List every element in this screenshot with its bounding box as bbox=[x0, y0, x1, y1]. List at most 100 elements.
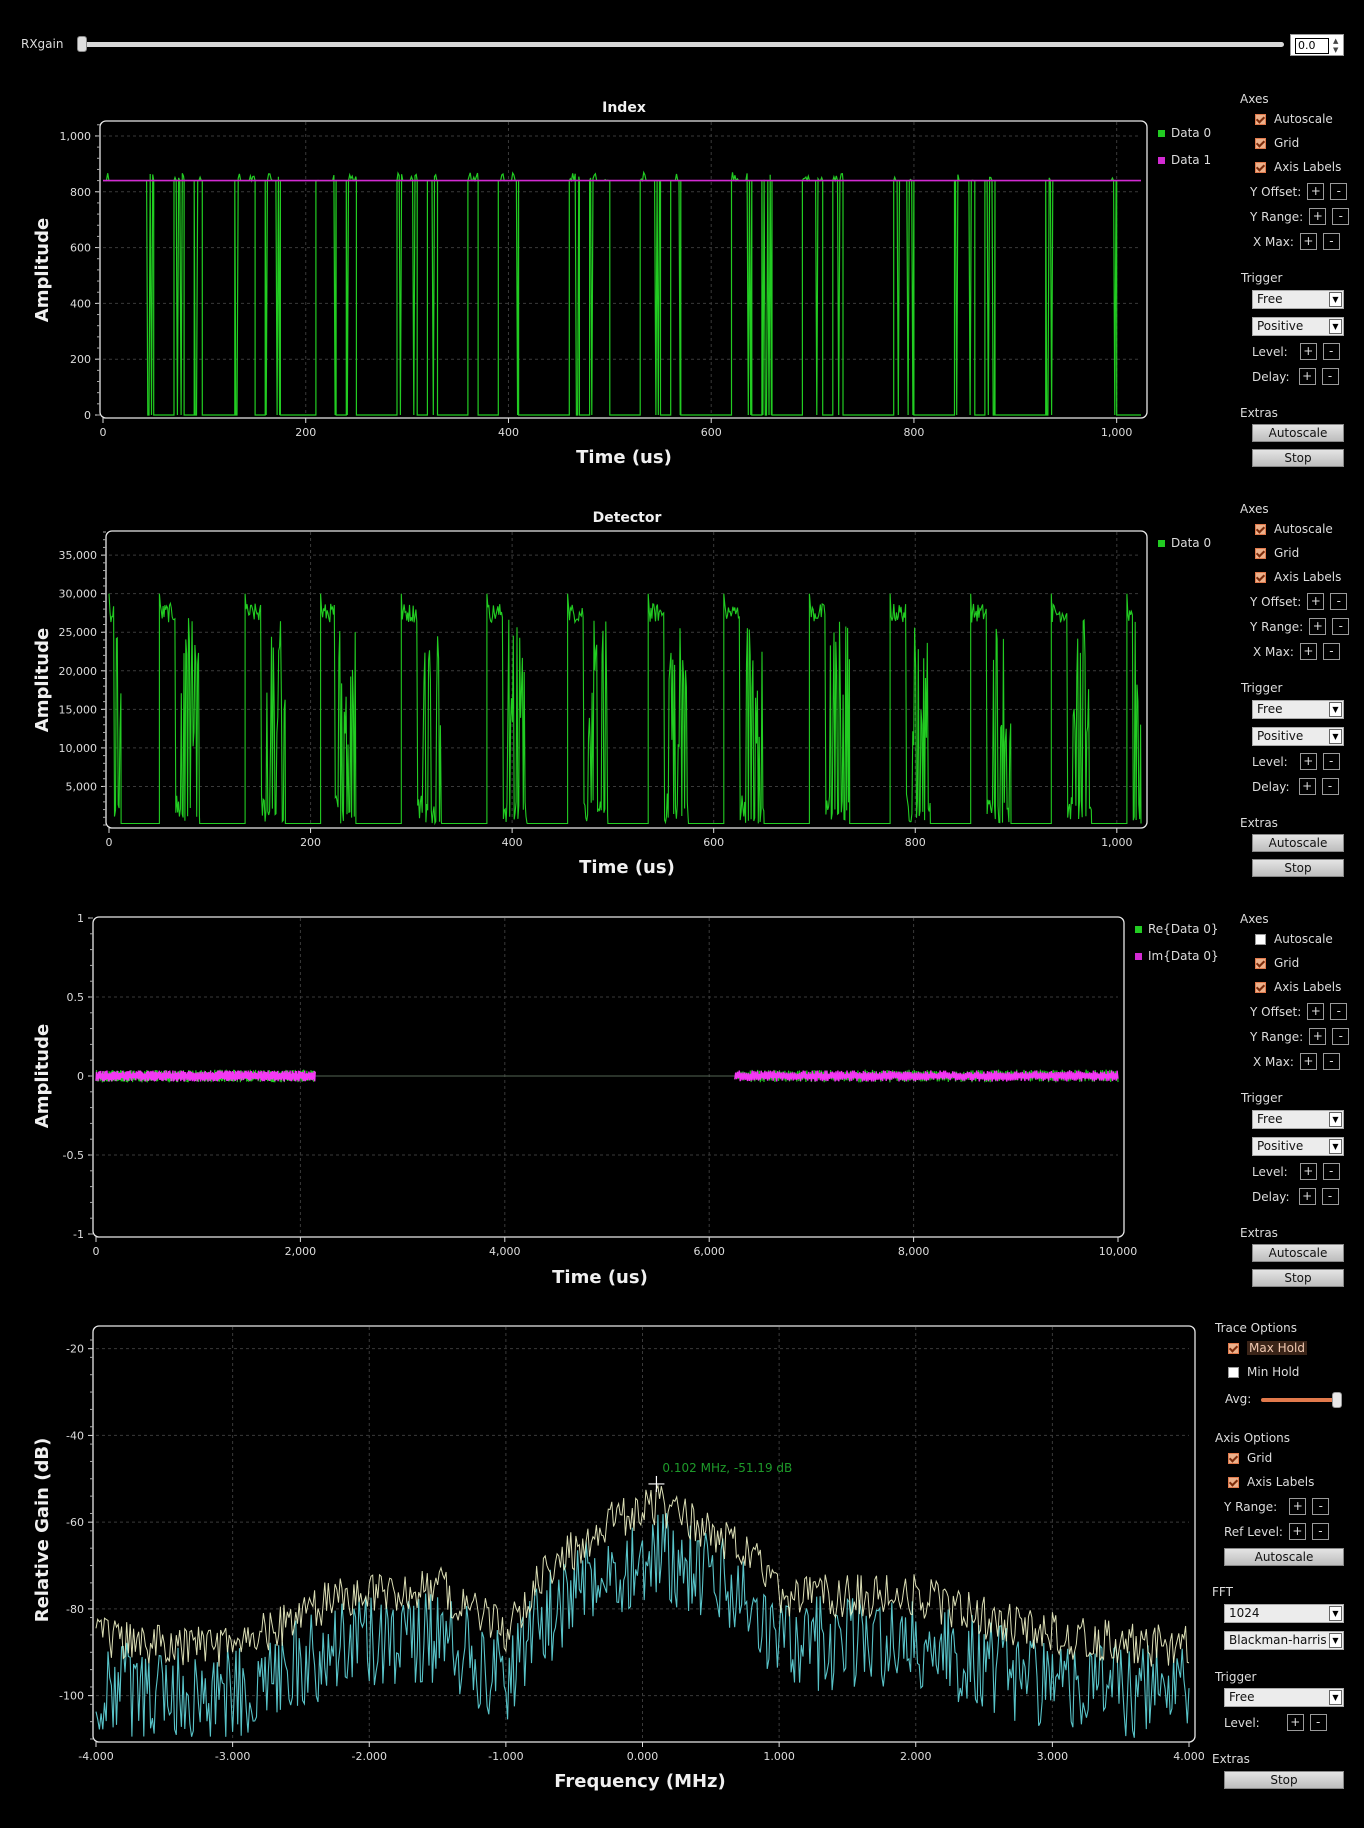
min-hold-checkbox[interactable]: Min Hold bbox=[1228, 1365, 1299, 1379]
autoscale-checkbox[interactable]: Autoscale bbox=[1255, 112, 1333, 126]
checkbox-checked-icon[interactable] bbox=[1255, 523, 1266, 535]
autoscale-button[interactable]: Autoscale bbox=[1252, 424, 1344, 442]
grid-checkbox[interactable]: Grid bbox=[1228, 1451, 1272, 1465]
plus-button[interactable]: + bbox=[1309, 1028, 1327, 1045]
plus-button[interactable]: + bbox=[1309, 208, 1327, 225]
plus-button[interactable]: + bbox=[1307, 1003, 1325, 1020]
dropdown-arrow-icon[interactable]: ▼ bbox=[1329, 729, 1342, 744]
dropdown-arrow-icon[interactable]: ▼ bbox=[1329, 702, 1342, 717]
checkbox-checked-icon[interactable] bbox=[1255, 957, 1266, 969]
x-tick-label: -1.000 bbox=[488, 1750, 523, 1763]
minus-button[interactable]: - bbox=[1322, 643, 1340, 660]
plus-button[interactable]: + bbox=[1299, 753, 1317, 770]
trigger-slope-dropdown[interactable]: Positive ▼ bbox=[1252, 727, 1344, 746]
plus-button[interactable]: + bbox=[1299, 1053, 1317, 1070]
checkbox-unchecked-icon[interactable] bbox=[1255, 933, 1266, 945]
fft-trigger-mode-dropdown[interactable]: Free ▼ bbox=[1224, 1688, 1344, 1707]
grid-checkbox[interactable]: Grid bbox=[1255, 956, 1299, 970]
checkbox-checked-icon[interactable] bbox=[1228, 1452, 1239, 1464]
minus-button[interactable]: - bbox=[1332, 208, 1350, 225]
dropdown-arrow-icon[interactable]: ▼ bbox=[1329, 319, 1342, 334]
minus-button[interactable]: - bbox=[1322, 233, 1340, 250]
rxgain-slider-handle[interactable] bbox=[77, 36, 87, 52]
stop-button[interactable]: Stop bbox=[1252, 449, 1344, 467]
minus-button[interactable]: - bbox=[1311, 1523, 1329, 1540]
minus-button[interactable]: - bbox=[1322, 1163, 1340, 1180]
plus-button[interactable]: + bbox=[1289, 1498, 1307, 1515]
checkbox-checked-icon[interactable] bbox=[1255, 137, 1266, 149]
autoscale-checkbox[interactable]: Autoscale bbox=[1255, 932, 1333, 946]
axis-labels-checkbox[interactable]: Axis Labels bbox=[1255, 160, 1341, 174]
trigger-mode-dropdown[interactable]: Free ▼ bbox=[1252, 1110, 1344, 1129]
plus-button[interactable]: + bbox=[1309, 618, 1327, 635]
window-dropdown[interactable]: Blackman-harris ▼ bbox=[1224, 1631, 1344, 1650]
dropdown-arrow-icon[interactable]: ▼ bbox=[1329, 1633, 1342, 1648]
axis-labels-checkbox[interactable]: Axis Labels bbox=[1255, 570, 1341, 584]
plus-button[interactable]: + bbox=[1298, 1188, 1316, 1205]
fft-autoscale-button[interactable]: Autoscale bbox=[1224, 1548, 1344, 1566]
plus-button[interactable]: + bbox=[1288, 1523, 1306, 1540]
avg-slider[interactable] bbox=[1261, 1398, 1341, 1402]
checkbox-checked-icon[interactable] bbox=[1255, 571, 1266, 583]
stop-button[interactable]: Stop bbox=[1252, 1269, 1344, 1287]
minus-button[interactable]: - bbox=[1332, 1028, 1350, 1045]
checkbox-checked-icon[interactable] bbox=[1255, 161, 1266, 173]
checkbox-checked-icon[interactable] bbox=[1255, 113, 1266, 125]
dropdown-arrow-icon[interactable]: ▼ bbox=[1329, 1606, 1342, 1621]
trigger-mode-dropdown[interactable]: Free ▼ bbox=[1252, 290, 1344, 309]
minus-button[interactable]: - bbox=[1309, 1714, 1327, 1731]
plus-button[interactable]: + bbox=[1286, 1714, 1304, 1731]
plus-button[interactable]: + bbox=[1299, 1163, 1317, 1180]
avg-slider-handle[interactable] bbox=[1332, 1392, 1342, 1408]
fft-size-dropdown[interactable]: 1024 ▼ bbox=[1224, 1604, 1344, 1623]
minus-button[interactable]: - bbox=[1321, 368, 1339, 385]
fft-stop-button[interactable]: Stop bbox=[1224, 1771, 1344, 1789]
x-axis-label: Frequency (MHz) bbox=[554, 1771, 726, 1792]
spin-down-icon[interactable]: ▼ bbox=[1333, 46, 1339, 54]
autoscale-button[interactable]: Autoscale bbox=[1252, 1244, 1344, 1262]
minus-button[interactable]: - bbox=[1322, 1053, 1340, 1070]
minus-button[interactable]: - bbox=[1312, 1498, 1330, 1515]
minus-button[interactable]: - bbox=[1322, 343, 1340, 360]
minus-button[interactable]: - bbox=[1330, 593, 1348, 610]
minus-button[interactable]: - bbox=[1330, 183, 1348, 200]
y-range-control: Y Range: + - bbox=[1250, 208, 1350, 225]
rxgain-value[interactable]: 0.0 bbox=[1295, 38, 1329, 54]
dropdown-arrow-icon[interactable]: ▼ bbox=[1329, 1139, 1342, 1154]
autoscale-button[interactable]: Autoscale bbox=[1252, 834, 1344, 852]
dropdown-arrow-icon[interactable]: ▼ bbox=[1329, 1112, 1342, 1127]
minus-button[interactable]: - bbox=[1330, 1003, 1348, 1020]
dropdown-arrow-icon[interactable]: ▼ bbox=[1329, 292, 1342, 307]
rxgain-slider[interactable] bbox=[80, 42, 1284, 47]
autoscale-checkbox[interactable]: Autoscale bbox=[1255, 522, 1333, 536]
plus-button[interactable]: + bbox=[1307, 593, 1325, 610]
checkbox-checked-icon[interactable] bbox=[1228, 1476, 1239, 1488]
grid-checkbox[interactable]: Grid bbox=[1255, 136, 1299, 150]
minus-button[interactable]: - bbox=[1322, 753, 1340, 770]
checkbox-checked-icon[interactable] bbox=[1228, 1342, 1239, 1354]
checkbox-checked-icon[interactable] bbox=[1255, 547, 1266, 559]
plus-button[interactable]: + bbox=[1299, 233, 1317, 250]
axis-labels-checkbox[interactable]: Axis Labels bbox=[1228, 1475, 1314, 1489]
plus-button[interactable]: + bbox=[1299, 343, 1317, 360]
spin-up-icon[interactable]: ▲ bbox=[1333, 37, 1339, 45]
axis-labels-checkbox[interactable]: Axis Labels bbox=[1255, 980, 1341, 994]
minus-button[interactable]: - bbox=[1321, 1188, 1339, 1205]
trigger-mode-dropdown[interactable]: Free ▼ bbox=[1252, 700, 1344, 719]
y-axis-label: Amplitude bbox=[32, 628, 53, 732]
trigger-slope-dropdown[interactable]: Positive ▼ bbox=[1252, 317, 1344, 336]
plus-button[interactable]: + bbox=[1307, 183, 1325, 200]
dropdown-arrow-icon[interactable]: ▼ bbox=[1329, 1690, 1342, 1705]
checkbox-unchecked-icon[interactable] bbox=[1228, 1366, 1239, 1378]
rxgain-spinbox[interactable]: 0.0 ▲ ▼ bbox=[1290, 34, 1344, 56]
minus-button[interactable]: - bbox=[1321, 778, 1339, 795]
minus-button[interactable]: - bbox=[1332, 618, 1350, 635]
plus-button[interactable]: + bbox=[1298, 368, 1316, 385]
stop-button[interactable]: Stop bbox=[1252, 859, 1344, 877]
checkbox-checked-icon[interactable] bbox=[1255, 981, 1266, 993]
grid-checkbox[interactable]: Grid bbox=[1255, 546, 1299, 560]
max-hold-checkbox[interactable]: Max Hold bbox=[1228, 1341, 1307, 1355]
plus-button[interactable]: + bbox=[1298, 778, 1316, 795]
trigger-slope-dropdown[interactable]: Positive ▼ bbox=[1252, 1137, 1344, 1156]
plus-button[interactable]: + bbox=[1299, 643, 1317, 660]
